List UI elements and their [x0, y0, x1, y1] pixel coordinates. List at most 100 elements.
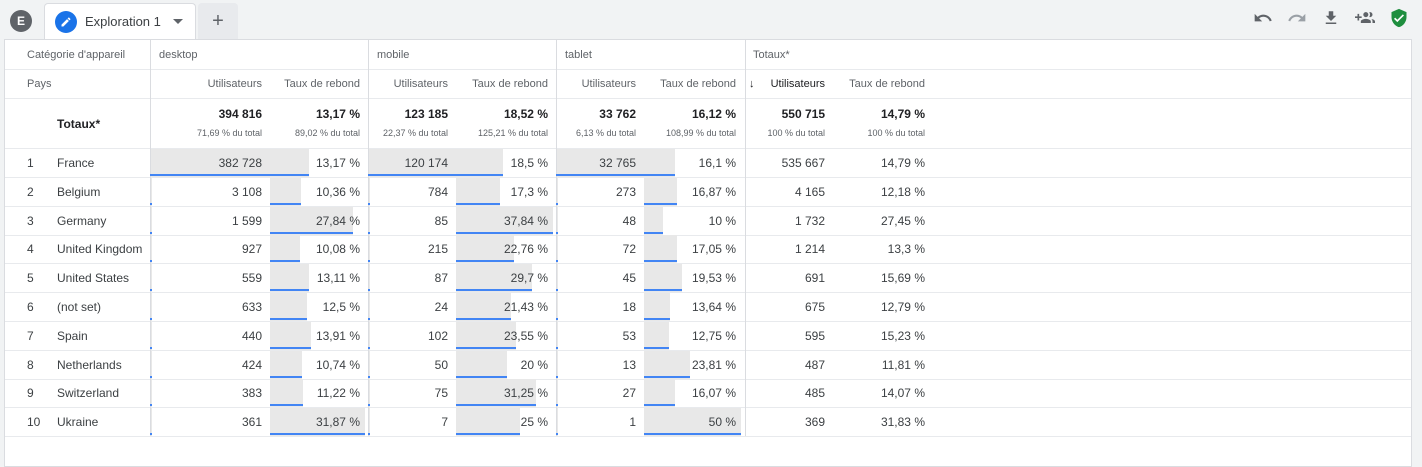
totals-users-tablet: 33 762 [599, 107, 636, 121]
bounce-value-totals: 12,18 % [880, 184, 925, 199]
users-value-totals: 369 [804, 415, 825, 430]
metric-header-bounce-totals[interactable]: Taux de rebond [849, 78, 925, 90]
bounce-value-totals: 15,69 % [880, 271, 925, 286]
users-value-mobile: 120 174 [404, 156, 448, 170]
value-bar-line [150, 174, 270, 176]
value-bar-line [368, 231, 370, 234]
value-bar [368, 293, 370, 321]
value-bar [150, 206, 152, 235]
value-bar [270, 321, 311, 350]
value-bar [456, 350, 507, 379]
value-bar-line [270, 318, 307, 320]
users-value-tablet: 27 [622, 386, 636, 401]
shield-check-icon[interactable] [1386, 6, 1412, 30]
download-icon[interactable] [1318, 6, 1344, 30]
tab-exploration[interactable]: Exploration 1 [44, 3, 196, 40]
value-bar [150, 379, 152, 408]
value-bar-line [270, 260, 300, 263]
bounce-value-totals: 27,45 % [880, 213, 925, 228]
value-bar-line [150, 260, 152, 263]
value-bar-line [270, 433, 365, 436]
users-value-desktop: 383 [241, 386, 262, 401]
table-row[interactable]: 2 Belgium 3 108 10,36 % 784 17,3 % 273 16,87 % 4… [5, 177, 1411, 207]
bounce-value-desktop: 10,36 % [315, 184, 360, 199]
row-country: Belgium [57, 184, 101, 199]
metric-header-bounce-desktop[interactable]: Taux de rebond [284, 78, 360, 90]
row-country: Spain [57, 328, 88, 343]
value-bar-line [150, 231, 152, 234]
metric-header-bounce-tablet[interactable]: Taux de rebond [660, 78, 736, 90]
value-bar [456, 177, 500, 206]
table-row[interactable]: 7 Spain 440 13,91 % 102 23,55 % 53 12,75 % 595 15… [5, 321, 1411, 351]
value-bar-line [456, 346, 516, 349]
totals-users-pct-desktop: 71,69 % du total [196, 128, 262, 138]
value-bar-line [556, 433, 558, 436]
users-value-totals: 1 214 [794, 242, 825, 257]
table-row[interactable]: 1 France 382 728 13,17 % 120 174 18,5 % 32 765… [5, 149, 1411, 178]
metric-header-users-mobile[interactable]: Utilisateurs [393, 78, 448, 90]
totals-bounce-desktop: 13,17 % [315, 107, 360, 121]
users-value-desktop: 927 [241, 242, 262, 257]
value-bar [270, 350, 302, 379]
totals-users-pct-mobile: 22,37 % du total [382, 128, 448, 138]
users-value-totals: 675 [804, 300, 825, 314]
bounce-value-desktop: 13,11 % [316, 271, 360, 286]
table-row[interactable]: 6 (not set) 633 12,5 % 24 21,43 % 18 13,64 % 675… [5, 293, 1411, 322]
value-bar [270, 235, 300, 264]
row-dim-header[interactable]: Pays [27, 78, 52, 90]
value-bar [270, 206, 353, 235]
chevron-down-icon[interactable] [173, 19, 183, 24]
row-index: 5 [27, 271, 34, 286]
totals-users-pct-totals: 100 % du total [767, 128, 825, 138]
bounce-value-mobile: 20 % [520, 357, 548, 372]
users-value-desktop: 382 728 [218, 156, 262, 170]
bounce-value-desktop: 13,17 % [315, 156, 360, 170]
users-value-tablet: 32 765 [599, 156, 636, 170]
dim-header[interactable]: Catégorie d'appareil [27, 48, 126, 61]
share-icon[interactable] [1352, 6, 1378, 30]
row-country: Ukraine [57, 415, 99, 430]
value-bar [150, 321, 152, 350]
row-index: 8 [27, 357, 34, 372]
metric-header-users-desktop[interactable]: Utilisateurs [207, 78, 262, 90]
value-bar-line [644, 346, 669, 349]
value-bar-line [270, 174, 309, 176]
value-bar-line [270, 231, 353, 234]
value-bar-line [456, 260, 514, 263]
value-bar [556, 206, 558, 235]
totals-bounce-pct-totals: 100 % du total [867, 128, 925, 138]
table-row[interactable]: 3 Germany 1 599 27,84 % 85 37,84 % 48 10 % 1 732… [5, 206, 1411, 236]
table-row[interactable]: 10 Ukraine 361 31,87 % 7 25 % 1 50 % 369 31,83 % [5, 408, 1411, 438]
redo-icon[interactable] [1284, 6, 1310, 30]
undo-icon[interactable] [1250, 6, 1276, 30]
pencil-icon [55, 11, 77, 33]
metric-header-users-tablet[interactable]: Utilisateurs [581, 78, 636, 90]
value-bar [456, 206, 553, 235]
users-value-totals: 485 [804, 386, 825, 401]
row-country: Germany [57, 213, 107, 228]
value-bar-line [270, 346, 311, 349]
users-value-mobile: 50 [434, 357, 448, 372]
value-bar-line [368, 202, 370, 205]
value-bar [150, 177, 152, 206]
add-tab-button[interactable]: + [198, 3, 238, 40]
value-bar [644, 177, 677, 206]
bounce-value-mobile: 18,5 % [510, 156, 548, 170]
value-bar-line [644, 174, 675, 176]
table-row[interactable]: 5 United States 559 13,11 % 87 29,7 % 45 19,53 … [5, 264, 1411, 294]
metric-header-bounce-mobile[interactable]: Taux de rebond [472, 78, 548, 90]
users-value-tablet: 13 [622, 357, 636, 372]
table-row[interactable]: 8 Netherlands 424 10,74 % 50 20 % 13 23,81 % 487… [5, 350, 1411, 380]
users-value-tablet: 48 [622, 213, 636, 228]
table-row[interactable]: 9 Switzerland 383 11,22 % 75 31,25 % 27 16,07 %… [5, 379, 1411, 409]
value-bar-line [150, 289, 152, 292]
group-header-totals: Totaux* [753, 48, 790, 61]
avatar[interactable]: E [10, 10, 32, 32]
group-header-tablet: tablet [565, 48, 592, 61]
table-row[interactable]: 4 United Kingdom 927 10,08 % 215 22,76 % 72 17,… [5, 235, 1411, 265]
value-bar [150, 408, 152, 437]
value-bar-line [556, 404, 558, 407]
users-value-desktop: 1 599 [231, 213, 262, 228]
metric-header-users-totals[interactable]: Utilisateurs [770, 78, 825, 90]
sort-arrow-icon[interactable]: ↓ [749, 78, 755, 90]
